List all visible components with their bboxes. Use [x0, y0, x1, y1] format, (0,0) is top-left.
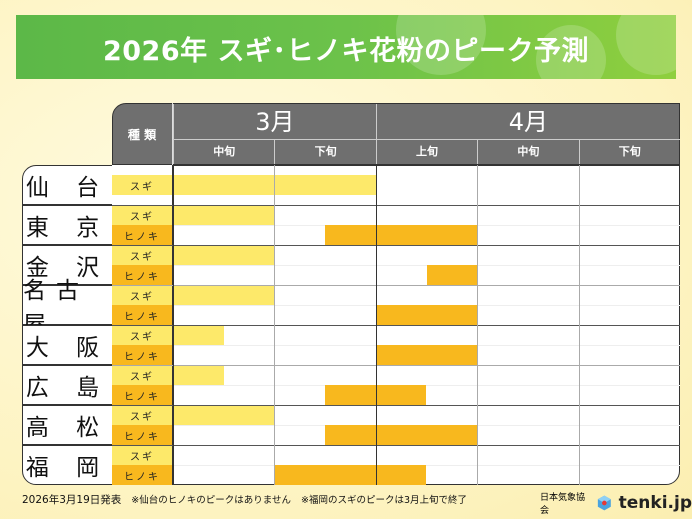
- row-divider: [173, 465, 680, 466]
- city-name: 仙 台: [22, 165, 113, 205]
- type-label: スギ: [112, 405, 173, 425]
- city-name: 東 京: [22, 205, 113, 245]
- brand: 日本気象協会 tenki.jp: [540, 490, 692, 516]
- type-label: スギ: [112, 445, 173, 465]
- city-name: 名古屋: [22, 278, 113, 338]
- column-divider: [274, 165, 276, 485]
- label-divider: [173, 165, 174, 485]
- peak-bar-sugi: [173, 205, 275, 225]
- peak-bar-hinoki: [375, 345, 478, 365]
- peak-bar-sugi: [173, 285, 275, 305]
- site-name: tenki.jp: [618, 493, 692, 513]
- type-label: ヒノキ: [112, 465, 173, 485]
- city-divider: [112, 445, 680, 446]
- publish-date: 2026年3月19日発表: [22, 494, 122, 506]
- type-label: ヒノキ: [112, 385, 173, 405]
- type-label: スギ: [112, 365, 173, 385]
- note-fukuoka: ※福岡のスギのピークは3月上旬で終了: [300, 495, 467, 506]
- city-name: 高 松: [22, 405, 113, 445]
- type-label: ヒノキ: [112, 225, 173, 245]
- city-divider: [112, 365, 680, 366]
- footer-notes: 2026年3月19日発表 ※仙台のヒノキのピークはありません ※福岡のスギのピー…: [22, 492, 467, 507]
- peak-bar-hinoki: [325, 225, 478, 245]
- type-label: ヒノキ: [112, 265, 173, 285]
- period-header: 下旬: [274, 140, 375, 164]
- type-label: スギ: [112, 285, 173, 305]
- city-name: 福 岡: [22, 445, 113, 485]
- chart-title: 2026年 スギ･ヒノキ花粉のピーク予測: [102, 36, 590, 67]
- period-header: 中旬: [477, 140, 578, 164]
- org-name: 日本気象協会: [540, 493, 586, 516]
- month-header: 4月: [375, 104, 680, 140]
- city-divider: [112, 245, 680, 246]
- type-label: スギ: [112, 325, 173, 345]
- city-divider: [112, 405, 680, 406]
- peak-bar-sugi: [173, 325, 224, 345]
- table-header: [112, 103, 680, 165]
- type-label: スギ: [112, 245, 173, 265]
- row-divider: [173, 385, 680, 386]
- peak-bar-sugi: [173, 405, 275, 425]
- note-sendai: ※仙台のヒノキのピークはありません: [131, 495, 291, 506]
- city-name: 大 阪: [22, 325, 113, 365]
- peak-bar-hinoki: [274, 465, 427, 485]
- tenki-logo-icon: [597, 495, 611, 511]
- city-name: 広 島: [22, 365, 113, 405]
- type-label: ヒノキ: [112, 425, 173, 445]
- city-divider: [112, 285, 680, 286]
- period-header: 中旬: [173, 140, 274, 164]
- peak-bar-sugi: [173, 245, 275, 265]
- type-label: ヒノキ: [112, 345, 173, 365]
- type-header: 種 類: [112, 103, 173, 165]
- type-label: スギ: [112, 175, 173, 195]
- city-divider: [112, 325, 680, 326]
- peak-bar-hinoki: [375, 305, 478, 325]
- peak-bar-hinoki: [325, 385, 427, 405]
- city-divider: [112, 205, 680, 206]
- peak-bar-hinoki: [426, 265, 478, 285]
- peak-bar-hinoki: [325, 425, 478, 445]
- title-banner: 2026年 スギ･ヒノキ花粉のピーク予測: [16, 15, 676, 79]
- period-header: 下旬: [578, 140, 680, 164]
- column-divider: [375, 165, 378, 485]
- type-label: ヒノキ: [112, 305, 173, 325]
- column-divider: [578, 165, 580, 485]
- month-header: 3月: [173, 104, 376, 140]
- period-header: 上旬: [375, 140, 477, 164]
- type-label: スギ: [112, 205, 173, 225]
- peak-bar-sugi: [173, 365, 224, 385]
- column-divider: [477, 165, 479, 485]
